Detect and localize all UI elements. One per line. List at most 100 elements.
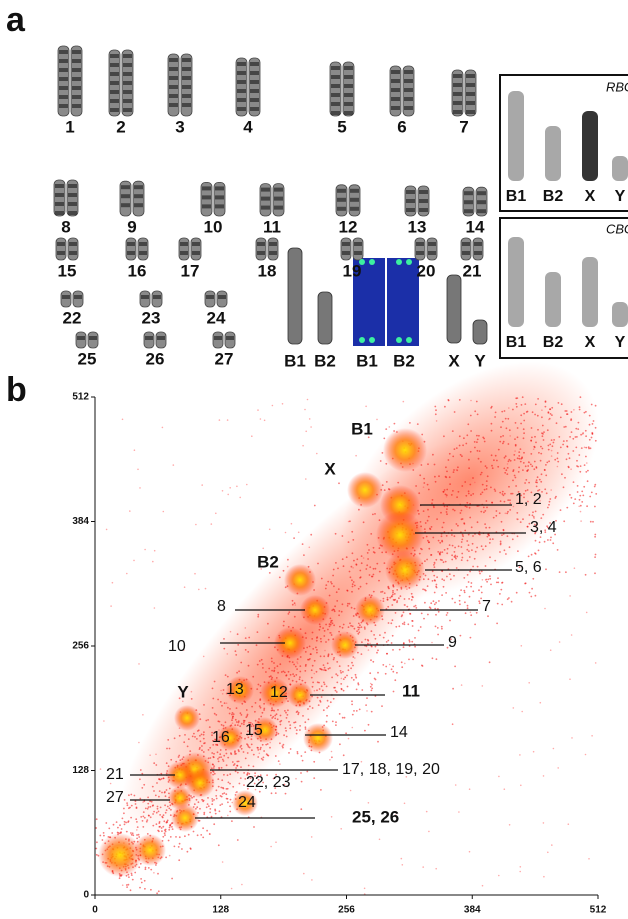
density-dot (137, 469, 139, 471)
density-dot (445, 466, 447, 468)
density-dot (486, 480, 488, 482)
density-dot (461, 553, 463, 555)
density-dot (309, 547, 311, 549)
density-dot (482, 484, 484, 486)
density-dot (401, 666, 403, 668)
chromosome-band (337, 198, 346, 202)
density-dot (322, 627, 324, 629)
density-dot (349, 571, 351, 573)
fish-signal (396, 259, 402, 265)
density-dot (575, 436, 577, 438)
density-dot (463, 577, 465, 579)
chromosome-label: 23 (142, 308, 161, 327)
density-dot (403, 646, 405, 648)
density-dot (312, 648, 314, 650)
density-dot (448, 459, 450, 461)
density-dot (477, 414, 479, 416)
density-dot (543, 439, 545, 441)
density-dot (127, 884, 129, 886)
density-dot (454, 448, 456, 450)
density-dot (139, 778, 141, 780)
density-dot (229, 783, 231, 785)
density-dot (130, 817, 132, 819)
density-dot (458, 491, 460, 493)
density-dot (379, 571, 381, 573)
density-dot (522, 396, 524, 398)
density-dot (218, 761, 220, 763)
density-dot (164, 804, 166, 806)
density-dot (331, 677, 333, 679)
density-dot (401, 858, 403, 860)
density-dot (454, 556, 456, 558)
density-dot (521, 645, 523, 647)
chromosome-band (337, 207, 346, 211)
density-dot (292, 604, 294, 606)
chromosome-band (406, 190, 415, 194)
density-dot (361, 641, 363, 643)
density-dot (392, 635, 394, 637)
density-dot (352, 539, 354, 541)
cluster-label: 21 (106, 766, 124, 783)
chromosome-band (274, 188, 283, 192)
density-dot (400, 595, 402, 597)
density-dot (435, 409, 437, 411)
density-dot (126, 886, 128, 888)
density-dot (507, 418, 509, 420)
density-dot (523, 420, 525, 422)
density-dot (339, 743, 341, 745)
density-dot (261, 758, 263, 760)
density-dot (271, 670, 273, 672)
density-dot (441, 628, 443, 630)
density-dot (294, 602, 296, 604)
box-title: RBG (606, 79, 628, 94)
density-dot (211, 752, 213, 754)
density-dot (441, 535, 443, 537)
density-dot (565, 426, 567, 428)
density-dot (144, 549, 146, 551)
density-dot (530, 453, 532, 455)
chromosome-band (110, 54, 119, 58)
density-dot (130, 889, 132, 891)
density-dot (568, 453, 570, 455)
density-dot (306, 647, 308, 649)
density-dot (461, 684, 463, 686)
density-dot (456, 496, 458, 498)
density-dot (126, 573, 128, 575)
density-dot (546, 462, 548, 464)
density-dot (367, 544, 369, 546)
density-dot (357, 652, 359, 654)
density-dot (480, 461, 482, 463)
chromosome-band (57, 251, 65, 255)
density-dot (286, 674, 288, 676)
density-dot (368, 649, 370, 651)
density-dot (295, 666, 297, 668)
density-dot (258, 684, 260, 686)
density-dot (557, 549, 559, 551)
density-dot (203, 731, 205, 733)
density-dot (342, 627, 344, 629)
y-tick-label: 0 (83, 890, 89, 901)
density-dot (365, 639, 367, 641)
density-dot (245, 649, 247, 651)
density-dot (557, 458, 559, 460)
density-dot (314, 505, 316, 507)
density-dot (317, 563, 319, 565)
density-dot (462, 518, 464, 520)
density-dot (454, 411, 456, 413)
chromosome-band (72, 59, 81, 63)
density-dot (356, 630, 358, 632)
density-dot (485, 545, 487, 547)
density-dot (368, 549, 370, 551)
density-dot (547, 539, 549, 541)
density-dot (156, 782, 158, 784)
density-dot (324, 683, 326, 685)
density-dot (367, 558, 369, 560)
density-dot (576, 465, 578, 467)
density-dot (103, 720, 105, 722)
chromosome-band (261, 206, 270, 210)
density-dot (163, 820, 165, 822)
chromosome-band (68, 184, 77, 188)
density-dot (237, 772, 239, 774)
density-dot (582, 495, 584, 497)
density-dot (169, 748, 171, 750)
